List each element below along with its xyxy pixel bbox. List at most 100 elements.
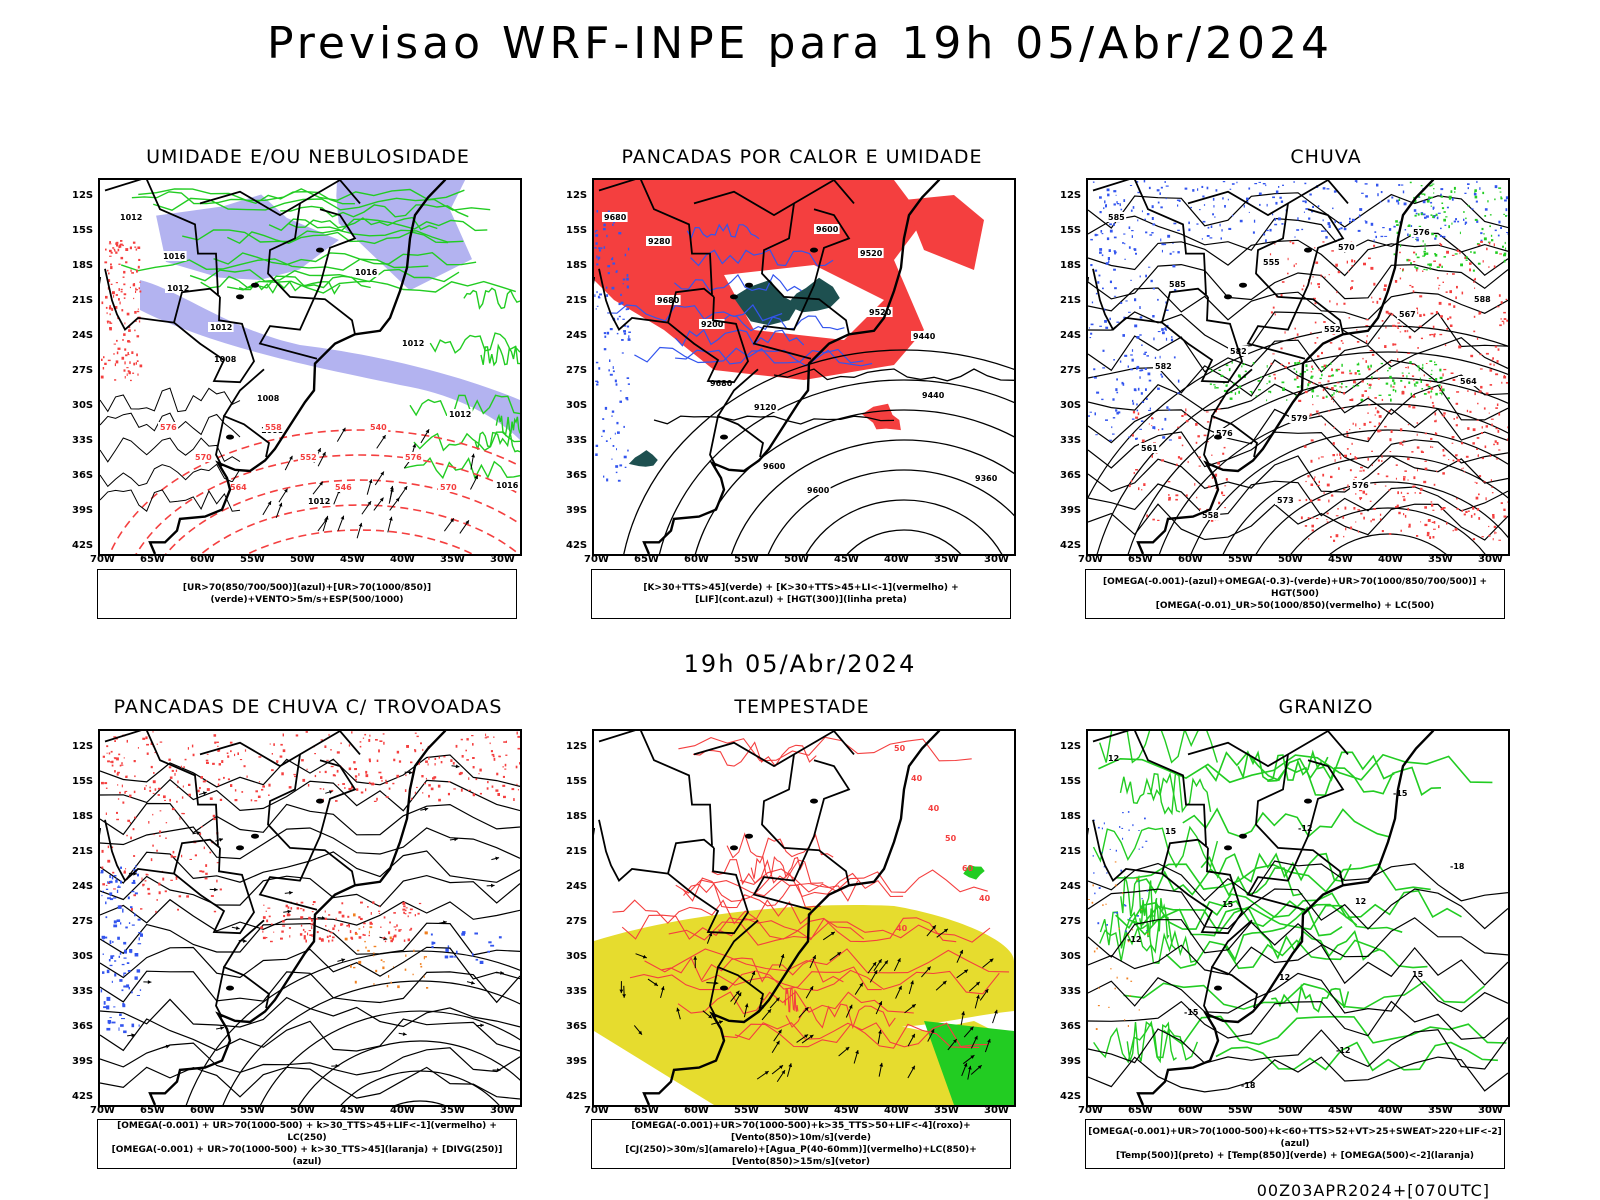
rain-red bbox=[1430, 445, 1432, 448]
thunderstorm-red bbox=[325, 925, 327, 927]
thunderstorm-red bbox=[182, 813, 185, 815]
country-border bbox=[1246, 759, 1345, 911]
omega-blue bbox=[1228, 227, 1232, 230]
temp-850-green bbox=[1126, 1021, 1177, 1064]
thunderstorm-red bbox=[382, 733, 385, 735]
rain-red bbox=[1397, 358, 1399, 361]
legend-text: [CJ(250)>30m/s](amarelo)+[Agua_P(40-60mm… bbox=[625, 1145, 977, 1167]
omega-green bbox=[1321, 373, 1323, 377]
wind-vector-head bbox=[322, 452, 326, 456]
wind-vector-head bbox=[977, 1065, 982, 1069]
divergence-blue bbox=[449, 955, 454, 958]
rain-red bbox=[1455, 296, 1457, 300]
rain-red bbox=[1141, 439, 1145, 443]
convection-red bbox=[116, 243, 119, 247]
rain-red bbox=[1345, 527, 1347, 531]
temp-label: -12 bbox=[1127, 935, 1141, 944]
omega-green bbox=[1360, 398, 1364, 402]
lifted-index-blue bbox=[596, 263, 599, 266]
rain-red bbox=[1404, 330, 1407, 333]
height-label: 9600 bbox=[763, 462, 786, 471]
thunderstorm-red bbox=[218, 763, 221, 766]
lake bbox=[810, 247, 818, 253]
rain-red bbox=[1296, 376, 1299, 379]
thunderstorm-red bbox=[495, 789, 499, 792]
rain-red bbox=[1442, 454, 1446, 457]
rain-red bbox=[1384, 284, 1387, 287]
thunderstorm-red bbox=[328, 929, 330, 932]
divergence-blue bbox=[136, 969, 141, 973]
rain-red bbox=[1459, 251, 1461, 255]
thickness-isoline-red bbox=[246, 529, 474, 554]
thunderstorm-red bbox=[311, 918, 313, 922]
wind-vector-head bbox=[781, 1070, 785, 1075]
convection-red bbox=[115, 294, 118, 296]
thunderstorm-red bbox=[418, 761, 420, 765]
rain-red bbox=[1288, 362, 1290, 365]
rain-red bbox=[1500, 502, 1503, 504]
divergence-blue bbox=[472, 953, 474, 957]
geopotential-300 bbox=[773, 368, 1014, 382]
height-label-bg bbox=[1350, 480, 1371, 490]
rain-red bbox=[1292, 242, 1295, 245]
rain-red bbox=[1399, 268, 1401, 270]
height-label-bg bbox=[814, 224, 840, 234]
rain-red bbox=[1416, 269, 1418, 272]
lake bbox=[226, 985, 234, 991]
omega-green bbox=[1282, 387, 1285, 389]
thunderstorm-red bbox=[358, 936, 362, 939]
latitude-tick: 39S bbox=[72, 1056, 94, 1067]
omega-blue bbox=[1302, 200, 1305, 203]
rain-red bbox=[1371, 378, 1373, 381]
omega-blue bbox=[1092, 181, 1095, 183]
rain-red bbox=[1476, 437, 1480, 439]
legend-text: [OMEGA(-0.001)+UR>70(1000-500)+k<60+TTS>… bbox=[1088, 1127, 1502, 1149]
rain-red bbox=[1408, 523, 1411, 527]
thunderstorm-red bbox=[294, 775, 297, 778]
lifted-index-blue bbox=[623, 332, 627, 335]
convection-red bbox=[123, 270, 126, 274]
rain-red bbox=[1322, 388, 1325, 392]
lifted-index-blue bbox=[594, 294, 596, 297]
convection-red bbox=[108, 243, 112, 245]
rain-red bbox=[1396, 349, 1398, 353]
omega-blue bbox=[1401, 184, 1404, 186]
rain-red bbox=[1399, 251, 1401, 254]
thunderstorm-red bbox=[403, 911, 405, 913]
omega-orange bbox=[1097, 1005, 1100, 1007]
rain-red bbox=[1491, 492, 1494, 494]
omega-blue bbox=[1120, 302, 1123, 304]
rain-red bbox=[1334, 459, 1336, 462]
thunderstorm-red bbox=[111, 760, 114, 764]
thunderstorm-red bbox=[484, 737, 488, 739]
thunderstorm-red bbox=[270, 940, 273, 943]
precip-water-contour bbox=[644, 948, 1010, 974]
orange-risk bbox=[392, 966, 394, 968]
geopotential-300 bbox=[805, 499, 1003, 554]
thunderstorm-red bbox=[389, 921, 391, 924]
omega-green bbox=[1211, 370, 1214, 372]
omega-blue bbox=[1139, 334, 1142, 336]
divergence-blue bbox=[120, 866, 122, 869]
divergence-blue bbox=[113, 924, 118, 928]
omega-green bbox=[1420, 245, 1422, 247]
omega-blue bbox=[1128, 436, 1131, 438]
wind-vector-head bbox=[368, 479, 373, 484]
omega-green bbox=[1415, 267, 1419, 270]
thunderstorm-red bbox=[158, 882, 161, 886]
divergence-blue bbox=[100, 870, 104, 873]
rain-red bbox=[1416, 446, 1420, 449]
omega-green bbox=[1433, 192, 1435, 194]
omega-green bbox=[1498, 187, 1502, 189]
orange-risk bbox=[382, 966, 385, 970]
rain-red bbox=[1417, 469, 1418, 472]
thunderstorm-red bbox=[423, 782, 426, 785]
streamline-arrow-head bbox=[219, 838, 223, 842]
rain-red bbox=[1418, 325, 1422, 327]
thunderstorm-red bbox=[187, 747, 189, 750]
divergence-blue bbox=[114, 960, 117, 962]
thickness-isoline-red bbox=[108, 429, 520, 554]
rain-red bbox=[1310, 371, 1313, 373]
rain-red bbox=[1362, 357, 1364, 360]
omega-orange bbox=[1118, 927, 1120, 930]
